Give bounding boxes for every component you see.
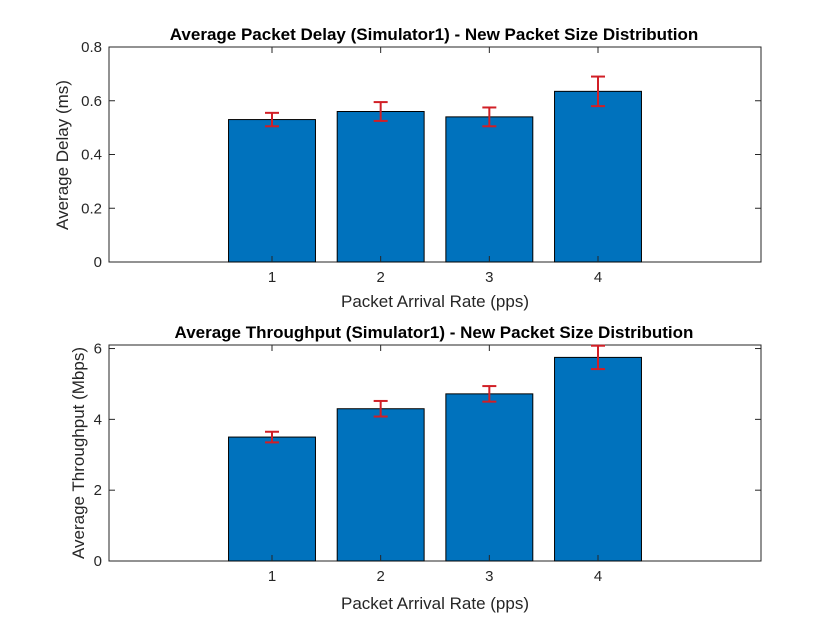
throughput-chart-title: Average Throughput (Simulator1) - New Pa… xyxy=(175,323,694,342)
delay-y-tick-label: 0.4 xyxy=(81,147,102,164)
throughput-x-tick-label: 3 xyxy=(485,568,493,585)
throughput-y-tick-label: 0 xyxy=(94,553,102,570)
delay-x-tick-label: 4 xyxy=(594,269,602,286)
delay-y-tick-label: 0.6 xyxy=(81,93,102,110)
delay-bar xyxy=(554,90,642,263)
throughput-y-tick-label: 6 xyxy=(94,341,102,358)
delay-x-tick-label: 2 xyxy=(376,269,384,286)
throughput-bar xyxy=(445,393,534,562)
delay-x-tick-label: 1 xyxy=(268,269,276,286)
delay-bar xyxy=(336,111,425,263)
throughput-subplot: Average Throughput (Simulator1) - New Pa… xyxy=(69,323,762,613)
throughput-y-tick-label: 2 xyxy=(94,482,102,499)
delay-y-tick-label: 0.2 xyxy=(81,200,102,217)
throughput-x-axis-label: Packet Arrival Rate (pps) xyxy=(341,594,529,613)
delay-bar xyxy=(445,116,534,263)
delay-marks: 0 0.2 0.4 0.6 0.8 1 2 3 4 xyxy=(81,39,761,286)
throughput-bar xyxy=(336,408,425,562)
throughput-x-tick-label: 1 xyxy=(268,568,276,585)
delay-bar xyxy=(228,119,316,263)
throughput-marks: 0 2 4 6 1 2 3 4 xyxy=(94,341,761,585)
delay-x-axis-label: Packet Arrival Rate (pps) xyxy=(341,292,529,311)
delay-x-tick-label: 3 xyxy=(485,269,493,286)
throughput-y-axis-label: Average Throughput (Mbps) xyxy=(69,347,88,559)
delay-y-tick-label: 0.8 xyxy=(81,39,102,56)
throughput-x-tick-label: 4 xyxy=(594,568,602,585)
throughput-y-tick-label: 4 xyxy=(94,411,102,428)
throughput-axes-box xyxy=(108,344,762,562)
delay-y-tick-label: 0 xyxy=(94,254,102,271)
delay-subplot: Average Packet Delay (Simulator1) - New … xyxy=(53,25,762,311)
delay-y-axis-label: Average Delay (ms) xyxy=(53,80,72,230)
delay-axes-box xyxy=(108,46,762,263)
throughput-bar xyxy=(554,356,642,562)
throughput-x-tick-label: 2 xyxy=(376,568,384,585)
throughput-bar xyxy=(228,436,316,562)
delay-chart-title: Average Packet Delay (Simulator1) - New … xyxy=(170,25,698,44)
